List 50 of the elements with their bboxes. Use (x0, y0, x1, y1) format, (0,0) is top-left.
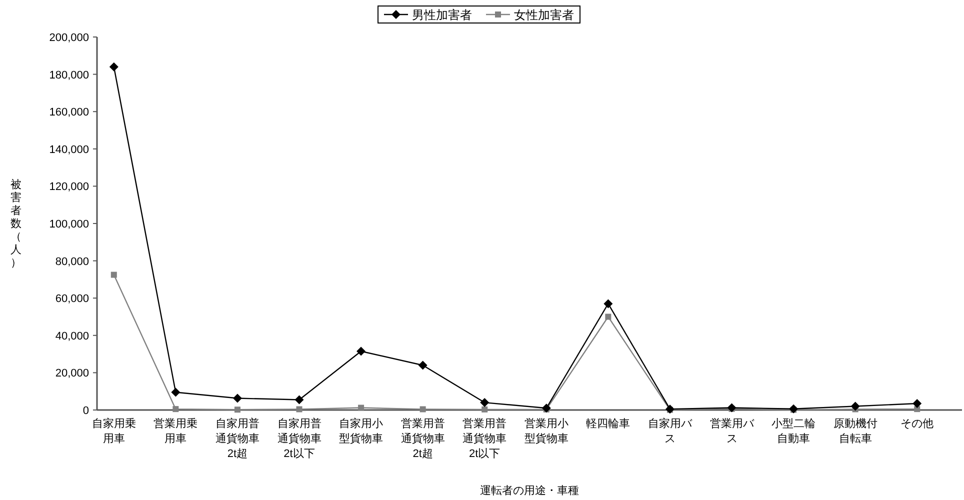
x-tick-label: 小型二輪自動車 (772, 417, 816, 445)
point (172, 406, 179, 412)
point (420, 406, 426, 412)
point (789, 404, 798, 414)
y-tick-label: 80,000 (55, 256, 89, 268)
legend-label: 男性加害者 (412, 8, 472, 22)
x-axis-title: 運転者の用途・車種 (480, 484, 579, 497)
y-tick-label: 200,000 (49, 32, 89, 44)
point (480, 398, 490, 408)
legend-label: 女性加害者 (514, 8, 574, 22)
point (110, 272, 117, 278)
y-tick-label: 40,000 (55, 330, 89, 342)
x-tick-label: 原動機付自転車 (833, 418, 878, 445)
y-tick-label: 100,000 (49, 218, 89, 230)
point (356, 346, 366, 356)
x-tick-label: 自家用普通貨物車2t以下 (277, 417, 322, 460)
y-tick-label: 60,000 (55, 293, 89, 306)
x-tick-label: 営業用乗用車 (154, 417, 198, 445)
point (109, 62, 118, 72)
y-tick-label: 140,000 (49, 144, 89, 156)
x-tick-label: 営業用普通貨物車2t超 (400, 417, 445, 460)
point (727, 403, 736, 412)
point (418, 360, 428, 370)
point (232, 394, 242, 403)
x-tick-label: 自家用バス (648, 417, 693, 445)
x-tick-label: 自家用小型貨物車 (339, 417, 384, 445)
point (358, 404, 364, 411)
y-tick-label: 160,000 (49, 106, 89, 119)
point (294, 395, 304, 404)
point (296, 406, 302, 412)
x-tick-label: 自家用普通貨物車2t超 (215, 417, 260, 460)
point (604, 299, 613, 308)
point (171, 388, 180, 397)
x-tick-label: 営業用小型貨物車 (524, 417, 568, 445)
x-tick-label: 営業用普通貨物車2t以下 (462, 417, 507, 460)
x-tick-label: 自家用乗用車 (92, 417, 136, 445)
point (542, 404, 551, 413)
y-tick-label: 180,000 (49, 69, 89, 82)
point (850, 402, 860, 411)
point (482, 406, 488, 412)
y-tick-label: 0 (82, 405, 89, 417)
point (912, 398, 922, 408)
x-tick-label: 軽四輪車 (586, 417, 630, 430)
point (234, 406, 240, 413)
y-axis-title: 被害者数（人） (10, 178, 22, 269)
x-tick-label: 営業用バス (710, 417, 755, 445)
y-tick-label: 20,000 (55, 368, 89, 380)
point (605, 314, 612, 320)
x-tick-label: その他 (900, 418, 934, 430)
y-tick-label: 120,000 (49, 181, 89, 194)
